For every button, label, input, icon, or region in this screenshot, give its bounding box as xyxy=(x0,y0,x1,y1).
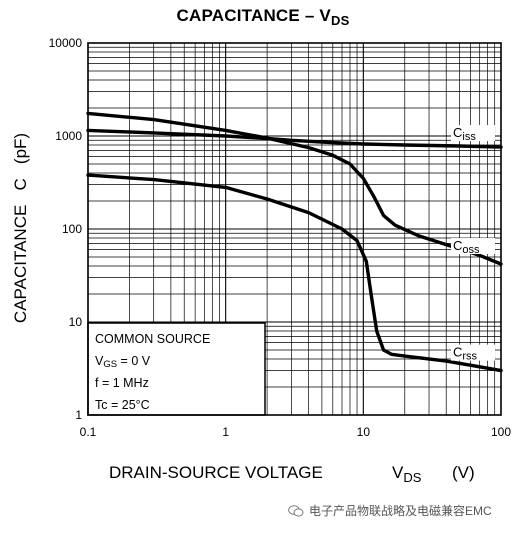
y-tick-label: 10 xyxy=(69,315,83,329)
series-label-bg xyxy=(451,125,495,142)
condition-tc: Tc = 25°C xyxy=(95,398,150,412)
series-line-coss xyxy=(86,111,503,266)
plot-frame xyxy=(87,42,502,416)
y-tick-label: 1000 xyxy=(55,129,82,143)
tick-labels: 0.1 1 10 100 1 10 100 1000 10000 xyxy=(49,36,512,439)
condition-frequency: f = 1 MHz xyxy=(95,376,149,390)
x-tick-label: 1 xyxy=(222,425,229,439)
series-line-crss xyxy=(86,173,503,373)
condition-vgs: VGS = 0 V xyxy=(95,354,151,370)
x-tick-label: 10 xyxy=(357,425,371,439)
chart-title: CAPACITANCE – VDS xyxy=(177,6,350,28)
series-label-ciss: Ciss xyxy=(453,125,476,143)
conditions-box: COMMON SOURCE VGS = 0 V f = 1 MHz Tc = 2… xyxy=(87,322,266,416)
x-axis-title: DRAIN-SOURCE VOLTAGE VDS (V) xyxy=(109,463,475,485)
x-tick-label: 0.1 xyxy=(80,425,97,439)
series-label-crss: Crss xyxy=(453,345,478,363)
wechat-icon xyxy=(288,504,304,517)
series-label-coss: Coss xyxy=(453,238,480,256)
y-tick-label: 1 xyxy=(75,408,82,422)
watermark: 电子产品物联战略及电磁兼容EMC xyxy=(288,502,492,519)
y-tick-label: 10000 xyxy=(49,36,83,50)
series-lines: Ciss Coss Crss xyxy=(86,111,503,373)
condition-title: COMMON SOURCE xyxy=(95,332,210,346)
series-label-bg xyxy=(451,238,495,255)
y-axis-title: CAPACITANCE C (pF) xyxy=(11,133,30,323)
y-tick-label: 100 xyxy=(62,222,82,236)
watermark-text: 电子产品物联战略及电磁兼容EMC xyxy=(309,504,492,518)
series-line-ciss xyxy=(86,128,503,149)
series-label-bg xyxy=(451,344,495,361)
x-tick-label: 100 xyxy=(491,425,511,439)
